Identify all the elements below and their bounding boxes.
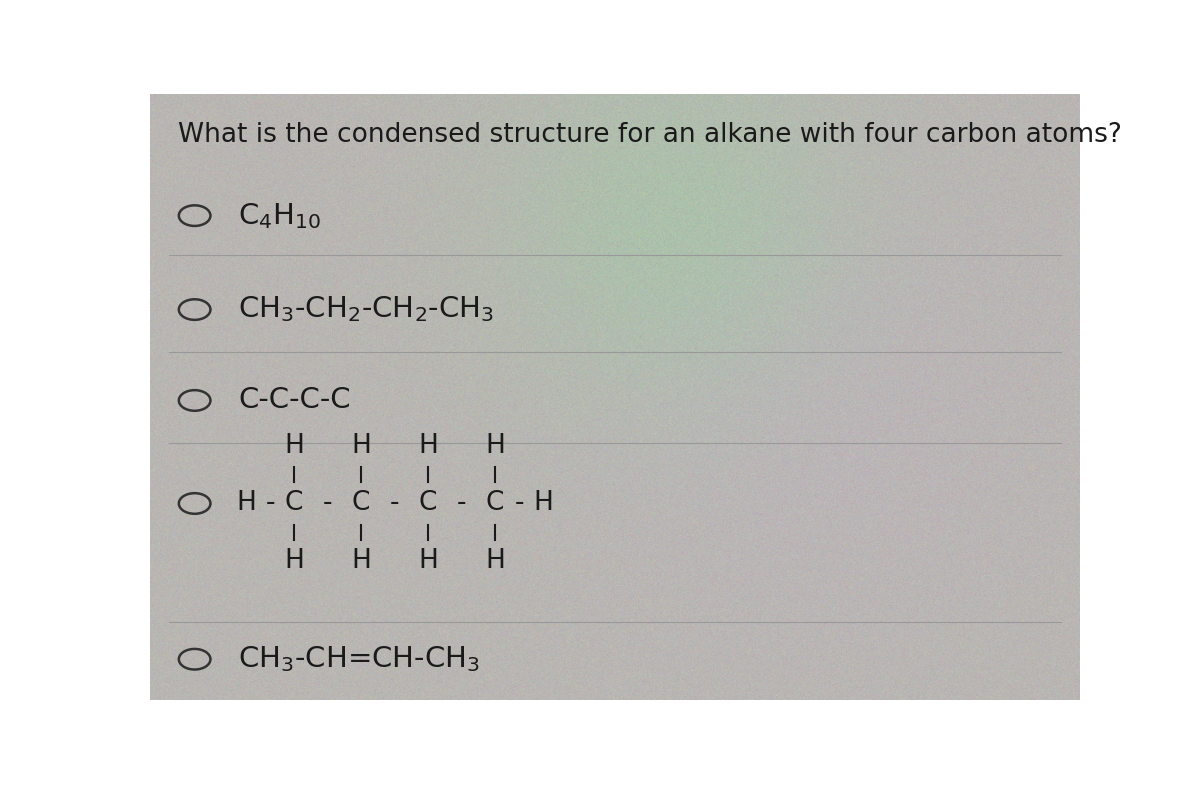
Text: H: H bbox=[418, 433, 438, 459]
Text: H: H bbox=[284, 548, 304, 574]
Text: C: C bbox=[284, 490, 304, 516]
Text: C: C bbox=[352, 490, 371, 516]
Text: H: H bbox=[485, 433, 505, 459]
Text: C$_4$H$_{10}$: C$_4$H$_{10}$ bbox=[239, 201, 322, 231]
Text: C: C bbox=[486, 490, 504, 516]
Text: CH$_3$-CH=CH-CH$_3$: CH$_3$-CH=CH-CH$_3$ bbox=[239, 645, 480, 674]
Text: H: H bbox=[236, 490, 256, 516]
Text: -: - bbox=[265, 490, 275, 516]
Text: H: H bbox=[352, 433, 371, 459]
Text: H: H bbox=[533, 490, 553, 516]
Text: -: - bbox=[390, 490, 400, 516]
Text: -: - bbox=[457, 490, 467, 516]
Text: C: C bbox=[419, 490, 437, 516]
Text: C-C-C-C: C-C-C-C bbox=[239, 386, 350, 415]
Text: -: - bbox=[515, 490, 524, 516]
Text: H: H bbox=[485, 548, 505, 574]
Text: H: H bbox=[418, 548, 438, 574]
Text: H: H bbox=[284, 433, 304, 459]
Text: CH$_3$-CH$_2$-CH$_2$-CH$_3$: CH$_3$-CH$_2$-CH$_2$-CH$_3$ bbox=[239, 294, 494, 324]
Text: What is the condensed structure for an alkane with four carbon atoms?: What is the condensed structure for an a… bbox=[178, 122, 1122, 148]
Text: -: - bbox=[323, 490, 332, 516]
Text: H: H bbox=[352, 548, 371, 574]
